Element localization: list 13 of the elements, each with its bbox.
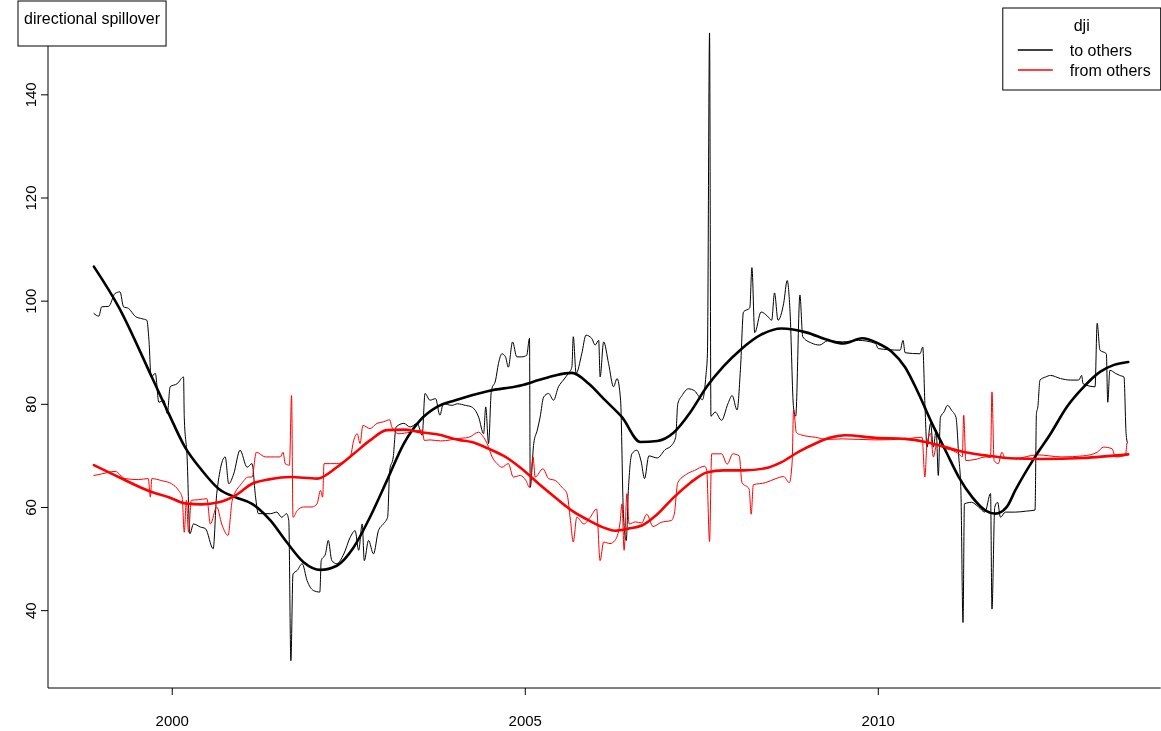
y-tick-label: 80 [22,395,39,413]
x-tick-label: 2000 [155,712,189,729]
y-tick-label: 60 [22,499,39,516]
legend-title: dji [1073,17,1090,34]
legend-label: from others [1069,62,1151,79]
y-tick-label: 140 [22,82,39,108]
y-tick-label: 100 [22,288,39,314]
y-tick-label: 40 [22,602,39,619]
x-tick-label: 2005 [508,712,542,729]
annotation: directional spillover [24,10,161,27]
y-tick-label: 120 [22,185,39,211]
legend-label: to others [1069,42,1133,59]
x-tick-label: 2010 [861,712,895,729]
